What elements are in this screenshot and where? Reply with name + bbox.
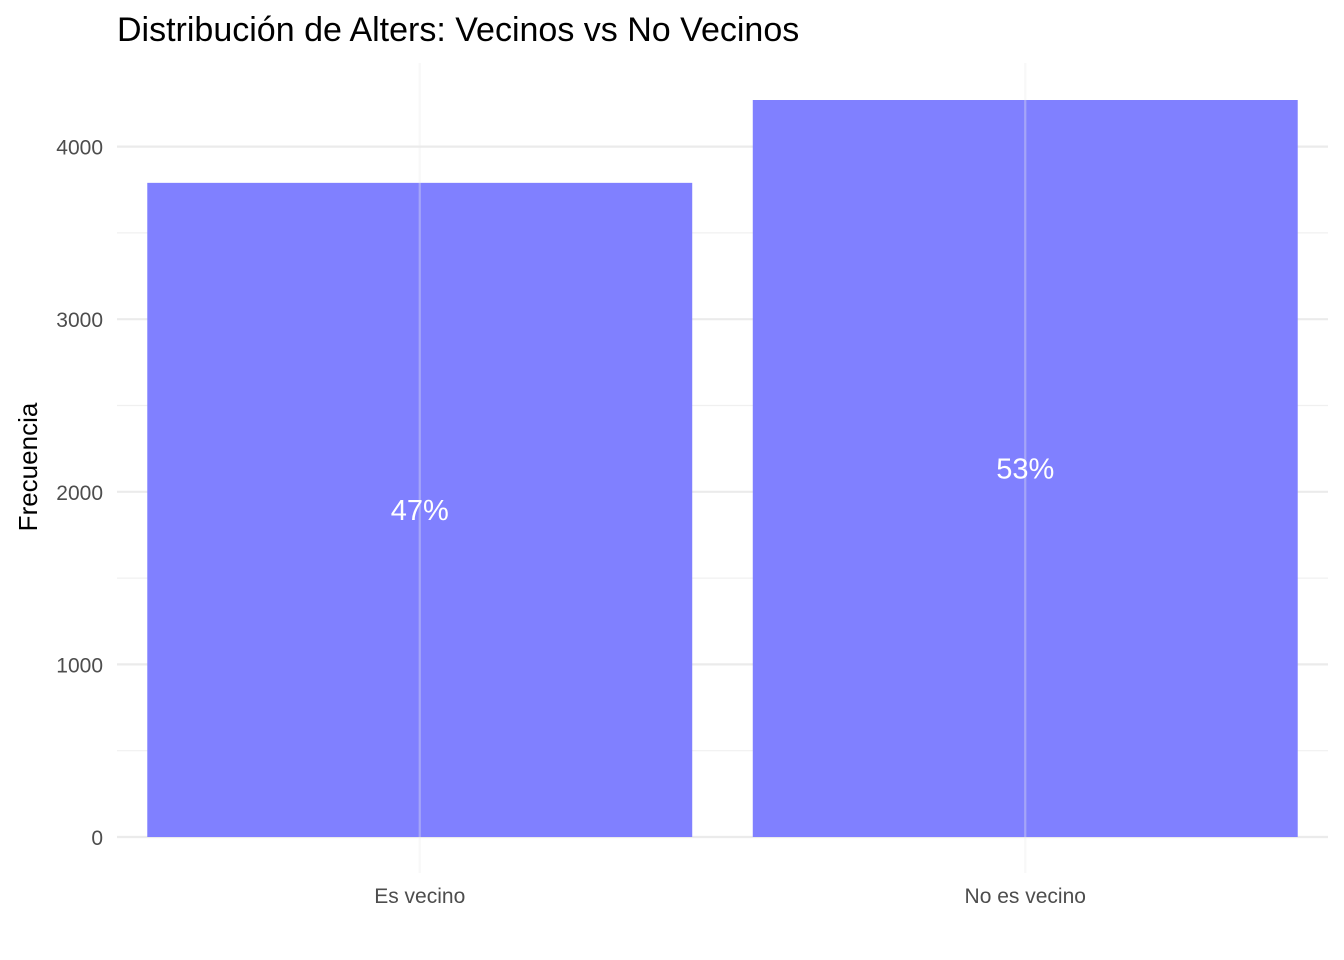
y-axis-ticks: 0 1000 2000 3000 4000 [56,137,103,850]
bar-labels: 47% 53% [391,453,1055,526]
bar-no-es-vecino [752,99,1298,838]
x-tick-label: Es vecino [374,885,465,908]
y-tick-label: 4000 [56,137,103,160]
y-tick-label: 3000 [56,309,103,332]
vertical-grid-lines [418,63,1027,873]
chart-title: Distribución de Alters: Vecinos vs No Ve… [117,11,799,49]
y-tick-label: 0 [91,827,103,850]
y-tick-label: 1000 [56,654,103,677]
bar-value-label: 53% [996,453,1054,485]
bar-es-vecino [147,182,693,837]
bar-value-label: 47% [391,495,449,527]
y-axis-label: Frecuencia [13,402,43,531]
y-tick-label: 2000 [56,482,103,505]
bars [147,99,1298,838]
x-tick-label: No es vecino [965,885,1086,908]
x-axis-ticks: Es vecino No es vecino [374,885,1086,908]
